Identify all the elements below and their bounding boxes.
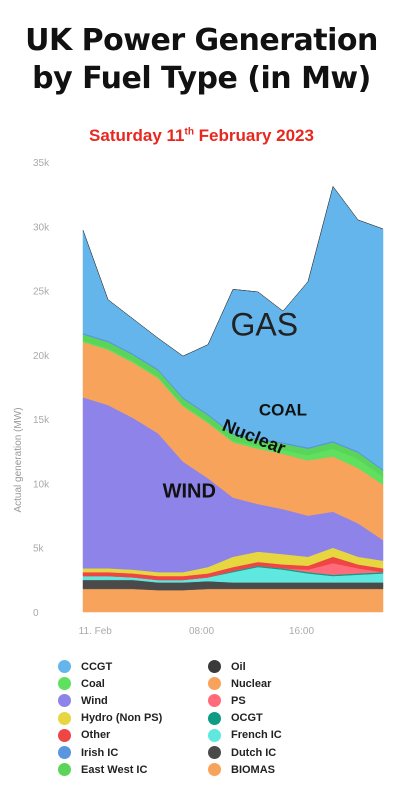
annotation-gas: GAS	[230, 307, 298, 343]
subtitle-ordinal: th	[184, 126, 194, 138]
y-tick-label: 30k	[33, 222, 50, 233]
legend-label: Oil	[231, 660, 246, 673]
legend-label: Irish IC	[81, 746, 119, 759]
legend-label: Nuclear	[231, 677, 272, 690]
legend-swatch	[208, 746, 221, 760]
chart-title: UK Power Generation by Fuel Type (in Mw)	[0, 22, 403, 98]
annotation-wind: WIND	[163, 481, 216, 503]
y-tick-label: 20k	[33, 351, 50, 362]
legend-item-biomas[interactable]: BIOMAS	[208, 761, 282, 778]
legend-item-ps[interactable]: PS	[208, 692, 282, 709]
legend-label: CCGT	[81, 660, 113, 673]
x-tick-label: 16:00	[289, 626, 314, 637]
legend-swatch	[58, 677, 71, 691]
y-axis-label: Actual generation (MW)	[13, 407, 24, 512]
legend-label: French IC	[231, 729, 282, 742]
legend-column-1: CCGT Coal Wind Hydro (Non PS) Other Irish IC E…	[58, 658, 162, 778]
legend-label: East West IC	[81, 763, 148, 776]
annotation-coal: COAL	[259, 400, 307, 419]
legend-swatch	[58, 694, 71, 708]
legend-item-french-ic[interactable]: French IC	[208, 727, 282, 744]
legend-label: Dutch IC	[231, 746, 277, 759]
legend-swatch	[208, 728, 221, 742]
legend-swatch	[208, 677, 221, 691]
chart-title-line-1: UK Power Generation	[25, 23, 378, 58]
series-area-oil	[82, 185, 384, 357]
legend-item-wind[interactable]: Wind	[58, 692, 162, 709]
subtitle-month-year: February 2023	[193, 126, 314, 145]
legend-label: PS	[231, 694, 246, 707]
y-tick-label: 5k	[33, 544, 45, 555]
legend-item-nuclear[interactable]: Nuclear	[208, 675, 282, 692]
legend-swatch	[58, 660, 71, 674]
y-axis-ticks: 0 5k 10k 15k 20k 25k 30k 35k	[33, 158, 50, 619]
subtitle-date: Saturday 11	[89, 126, 185, 145]
legend-label: Other	[81, 729, 111, 742]
chart-legend: CCGT Coal Wind Hydro (Non PS) Other Irish IC E…	[58, 658, 358, 788]
legend-label: Coal	[81, 677, 105, 690]
legend-swatch	[208, 711, 221, 725]
legend-item-irish-ic[interactable]: Irish IC	[58, 744, 162, 761]
legend-swatch	[58, 711, 71, 725]
legend-item-dutch-ic[interactable]: Dutch IC	[208, 744, 282, 761]
legend-column-2: Oil Nuclear PS OCGT French IC Dutch IC BIOMAS	[208, 658, 282, 778]
legend-item-coal[interactable]: Coal	[58, 675, 162, 692]
series-area-biomas	[82, 588, 384, 613]
x-tick-label: 08:00	[189, 626, 214, 637]
legend-label: OCGT	[231, 712, 263, 725]
x-tick-label: 11. Feb	[79, 626, 113, 637]
y-tick-label: 10k	[33, 479, 50, 490]
legend-swatch	[58, 746, 71, 760]
legend-swatch	[208, 694, 221, 708]
legend-swatch	[208, 763, 221, 777]
legend-label: Wind	[81, 694, 108, 707]
legend-swatch	[208, 660, 221, 674]
legend-item-hydro-non-ps[interactable]: Hydro (Non PS)	[58, 710, 162, 727]
legend-label: Hydro (Non PS)	[81, 712, 163, 725]
y-tick-label: 0	[33, 608, 39, 619]
legend-swatch	[58, 728, 71, 742]
chart-subtitle: Saturday 11th February 2023	[0, 126, 403, 146]
legend-swatch	[58, 763, 71, 777]
x-axis-ticks: 11. Feb 08:00 16:00	[79, 626, 315, 637]
y-tick-label: 25k	[33, 287, 50, 298]
stacked-areas	[82, 185, 384, 613]
chart-title-line-2: by Fuel Type (in Mw)	[32, 61, 371, 96]
legend-item-other[interactable]: Other	[58, 727, 162, 744]
legend-item-east-west-ic[interactable]: East West IC	[58, 761, 162, 778]
y-tick-label: 15k	[33, 415, 50, 426]
legend-item-ccgt[interactable]: CCGT	[58, 658, 162, 675]
y-tick-label: 35k	[33, 158, 50, 169]
legend-item-oil[interactable]: Oil	[208, 658, 282, 675]
legend-item-ocgt[interactable]: OCGT	[208, 710, 282, 727]
legend-label: BIOMAS	[231, 763, 275, 776]
